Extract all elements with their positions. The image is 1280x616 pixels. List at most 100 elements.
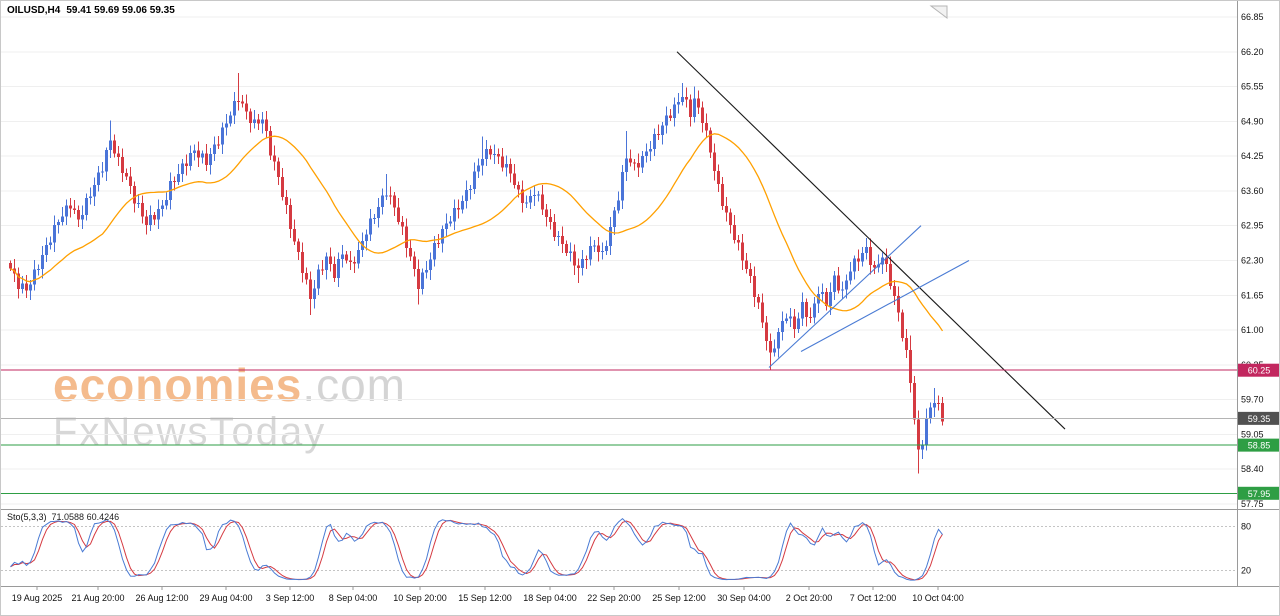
candle-body-up (253, 119, 256, 123)
candle-body-down (705, 122, 708, 131)
autoscroll-marker-icon[interactable] (929, 5, 948, 19)
candle-body-down (329, 256, 332, 264)
price-scale-label: 57.75 (1241, 499, 1264, 509)
time-axis-label: 8 Sep 04:00 (329, 593, 378, 603)
candle-body-up (61, 216, 64, 223)
candle-body-down (205, 153, 208, 165)
time-axis-label: 30 Sep 04:00 (717, 593, 771, 603)
candle-body-up (97, 172, 100, 186)
candle-body-down (733, 224, 736, 241)
candle-body-up (33, 269, 36, 285)
candle-body-up (557, 236, 560, 238)
candle-body-down (561, 236, 564, 245)
candle-body-down (737, 240, 740, 243)
candle-body-down (401, 221, 404, 227)
candle-body-down (309, 279, 312, 299)
candle-body-down (905, 338, 908, 350)
candle-body-up (925, 418, 928, 445)
candle-body-down (333, 263, 336, 279)
candle-body-down (701, 107, 704, 123)
candle-body-down (577, 265, 580, 269)
candle-body-down (125, 173, 128, 177)
candle-body-up (829, 291, 832, 306)
candle-body-up (813, 303, 816, 318)
stochastic-name-label: Sto(5,3,3) (7, 512, 47, 522)
candle-body-down (573, 251, 576, 266)
candle-body-down (245, 103, 248, 112)
candle-body-down (249, 111, 252, 123)
candle-body-down (893, 286, 896, 297)
candle-body-up (313, 288, 316, 299)
price-scale-label: 61.65 (1241, 290, 1264, 300)
candle-body-down (897, 296, 900, 313)
candle-body-down (349, 260, 352, 262)
candle-body-down (793, 316, 796, 329)
candle-body-down (133, 185, 136, 204)
candle-body-down (265, 119, 268, 131)
price-scale-label: 62.95 (1241, 221, 1264, 231)
candle-body-down (629, 158, 632, 163)
candle-body-up (337, 258, 340, 279)
descending-trendline[interactable] (676, 51, 1066, 430)
candle-body-up (529, 196, 532, 203)
candle-body-down (941, 403, 944, 422)
candle-body-up (677, 101, 680, 105)
candle-body-up (201, 153, 204, 158)
candle-body-up (49, 242, 52, 246)
time-axis-label: 26 Aug 12:00 (135, 593, 188, 603)
candle-body-up (865, 247, 868, 254)
candle-body-down (729, 212, 732, 225)
watermark-brand: economies.com (53, 361, 406, 409)
candle-body-down (121, 156, 124, 174)
candle-body-down (237, 100, 240, 102)
candle-body-down (913, 383, 916, 420)
candle-body-up (385, 195, 388, 197)
candle-body-up (229, 115, 232, 124)
candle-body-up (317, 269, 320, 289)
candle-body-down (937, 402, 940, 404)
candle-body-up (581, 259, 584, 269)
time-axis-label: 21 Aug 20:00 (71, 593, 124, 603)
candle-body-down (185, 163, 188, 167)
candle-body-up (929, 407, 932, 419)
current-price-line-badge-label: 59.35 (1248, 414, 1271, 424)
candle-body-up (933, 402, 936, 408)
candle-body-up (89, 196, 92, 199)
candle-body-up (469, 188, 472, 191)
candle-body-down (809, 316, 812, 318)
candle-body-up (589, 246, 592, 260)
watermark-suffix: .com (302, 359, 406, 411)
rising-channel-lower[interactable] (800, 260, 970, 352)
watermark-brand-text: economies (53, 359, 303, 411)
candle-body-up (45, 245, 48, 255)
candle-body-up (821, 292, 824, 294)
candle-body-up (781, 321, 784, 332)
candle-body-up (105, 150, 108, 172)
candle-body-down (197, 150, 200, 158)
candle-body-down (685, 97, 688, 100)
candle-body-down (25, 283, 28, 291)
candle-body-down (545, 209, 548, 218)
stochastic-values: 71.0588 60.4246 (51, 512, 120, 522)
candle-body-up (101, 171, 104, 173)
candle-body-down (405, 226, 408, 249)
candle-body-down (657, 134, 660, 136)
rising-channel-upper[interactable] (768, 225, 922, 368)
candle-body-down (9, 263, 12, 269)
candle-body-down (769, 340, 772, 353)
candle-body-up (449, 221, 452, 224)
candle-body-down (513, 173, 516, 185)
time-axis-label: 2 Oct 20:00 (786, 593, 833, 603)
candle-body-down (217, 144, 220, 146)
stochastic-main-line (10, 517, 943, 581)
candle-body-up (785, 318, 788, 322)
candle-body-down (413, 256, 416, 269)
candle-body-up (609, 226, 612, 246)
candle-body-down (293, 228, 296, 242)
time-axis-label: 25 Sep 12:00 (652, 593, 706, 603)
time-axis-label: 19 Aug 2025 (12, 593, 63, 603)
candle-body-up (225, 123, 228, 128)
candle-body-up (533, 194, 536, 197)
support-line-2-badge (1238, 486, 1279, 500)
